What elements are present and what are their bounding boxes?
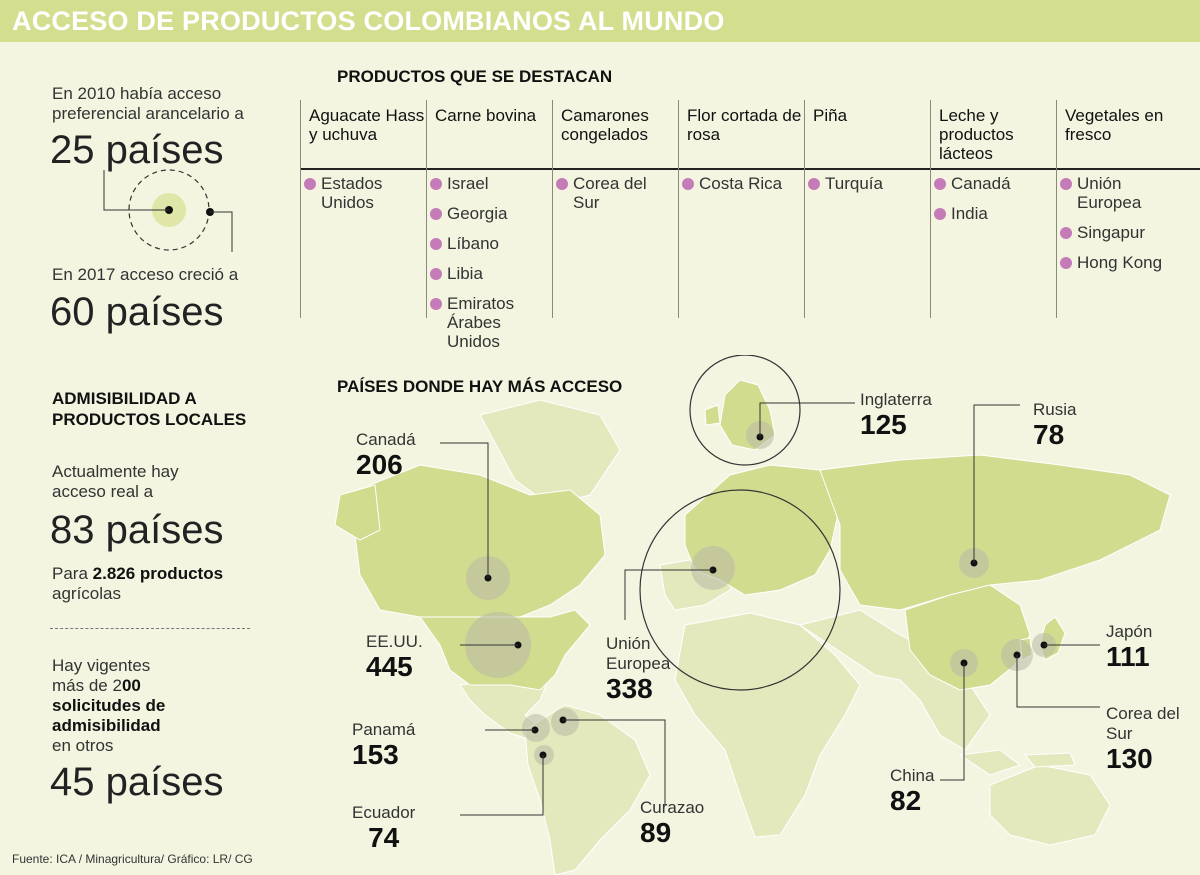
label-curazao: Curazao 89 bbox=[640, 798, 705, 848]
label-eu: Unión Europea 338 bbox=[606, 634, 671, 704]
product-country: Corea del Sur bbox=[556, 174, 673, 212]
product-country: Canadá bbox=[934, 174, 1051, 193]
vigentes-text: Hay vigentes más de 200 solicitudes de a… bbox=[52, 656, 166, 755]
product-name: Leche y productos lácteos bbox=[939, 106, 1014, 163]
label-usa: EE.UU. 445 bbox=[366, 632, 423, 682]
product-country: Hong Kong bbox=[1060, 253, 1177, 272]
label-canada: Canadá 206 bbox=[356, 430, 416, 480]
country-dot-icon bbox=[430, 268, 442, 280]
productos-count: 2.826 productos bbox=[92, 564, 224, 583]
products-header-line bbox=[300, 168, 1200, 170]
leader-curazao bbox=[563, 719, 666, 805]
south-america-shape bbox=[524, 704, 651, 875]
products-title: PRODUCTOS QUE SE DESTACAN bbox=[337, 67, 613, 86]
text-2017: En 2017 acceso creció a bbox=[52, 265, 239, 284]
leader-china bbox=[940, 663, 965, 781]
australia-shape bbox=[989, 764, 1111, 846]
product-column: Flor cortada de rosa Costa Rica bbox=[678, 100, 804, 318]
text-2010: En 2010 había acceso preferencial arance… bbox=[52, 84, 244, 123]
number-2017: 60 países bbox=[50, 290, 224, 334]
eu-zoom-circle bbox=[639, 489, 841, 691]
product-country: Libia bbox=[430, 264, 547, 283]
product-column: Leche y productos lácteos Canadá India bbox=[930, 100, 1056, 318]
country-dot-icon bbox=[430, 298, 442, 310]
country-dot-icon bbox=[808, 178, 820, 190]
product-country: Turquía bbox=[808, 174, 925, 193]
growth-circles-diagram bbox=[103, 169, 233, 252]
country-dot-icon bbox=[430, 238, 442, 250]
label-corea: Corea del Sur 130 bbox=[1106, 704, 1180, 774]
country-dot-icon bbox=[430, 178, 442, 190]
label-japon: Japón 111 bbox=[1106, 622, 1153, 672]
country-dot-icon bbox=[934, 208, 946, 220]
product-column: Piña Turquía bbox=[804, 100, 930, 318]
page-title: ACCESO DE PRODUCTOS COLOMBIANOS AL MUNDO bbox=[12, 6, 725, 36]
product-name: Camarones congelados bbox=[561, 106, 649, 144]
label-rusia: Rusia 78 bbox=[1033, 400, 1077, 450]
divider bbox=[50, 628, 250, 629]
leader-ecuador bbox=[460, 755, 544, 816]
product-country: Emiratos Árabes Unidos bbox=[430, 294, 547, 351]
actual-number: 83 países bbox=[50, 508, 224, 552]
product-country: Singapur bbox=[1060, 223, 1177, 242]
country-dot-icon bbox=[304, 178, 316, 190]
actual-text: Actualmente hay acceso real a bbox=[52, 462, 179, 501]
canada-shape bbox=[354, 464, 606, 618]
product-name: Vegetales en fresco bbox=[1065, 106, 1164, 144]
leader-uk bbox=[759, 402, 855, 437]
header-bar: ACCESO DE PRODUCTOS COLOMBIANOS AL MUNDO bbox=[0, 0, 1200, 42]
world-map bbox=[334, 355, 1171, 875]
label-panama: Panamá 153 bbox=[352, 720, 416, 770]
leader-eu bbox=[624, 569, 713, 620]
country-dot-icon bbox=[1060, 257, 1072, 269]
product-country: India bbox=[934, 204, 1051, 223]
label-ecuador: Ecuador 74 bbox=[352, 803, 416, 853]
russia-shape bbox=[819, 454, 1171, 611]
country-dot-icon bbox=[430, 208, 442, 220]
admisibilidad-title: ADMISIBILIDAD A PRODUCTOS LOCALES bbox=[52, 389, 247, 429]
product-column: Carne bovina Israel Georgia Líbano Libia Emir… bbox=[426, 100, 552, 351]
product-country: Georgia bbox=[430, 204, 547, 223]
map-title: PAÍSES DONDE HAY MÁS ACCESO bbox=[337, 377, 623, 396]
product-name: Carne bovina bbox=[435, 106, 537, 125]
greenland-shape bbox=[479, 399, 621, 506]
alaska-shape bbox=[334, 484, 381, 541]
product-country: Líbano bbox=[430, 234, 547, 253]
leader-russia bbox=[973, 404, 1020, 563]
indonesia-shape bbox=[958, 749, 1076, 776]
label-inglaterra: Inglaterra 125 bbox=[860, 390, 932, 440]
africa-shape bbox=[674, 612, 861, 838]
country-dot-icon bbox=[1060, 227, 1072, 239]
ireland-shape bbox=[704, 404, 721, 426]
leader-korea bbox=[1016, 655, 1100, 708]
product-name: Flor cortada de rosa bbox=[687, 106, 802, 144]
country-dot-icon bbox=[934, 178, 946, 190]
leader-2010 bbox=[103, 170, 169, 211]
product-name: Piña bbox=[813, 106, 848, 125]
product-column: Vegetales en fresco Unión Europea Singapur… bbox=[1056, 100, 1182, 318]
product-country: Israel bbox=[430, 174, 547, 193]
country-dot-icon bbox=[682, 178, 694, 190]
number-2010: 25 países bbox=[50, 128, 224, 172]
vigentes-number: 45 países bbox=[50, 760, 224, 804]
source-note: Fuente: ICA / Minagricultura/ Gráfico: L… bbox=[12, 852, 253, 866]
product-country: Estados Unidos bbox=[304, 174, 411, 212]
product-column: Camarones congelados Corea del Sur bbox=[552, 100, 678, 318]
product-country: Costa Rica bbox=[682, 174, 799, 193]
country-dot-icon bbox=[556, 178, 568, 190]
south-asia-shape bbox=[798, 609, 991, 751]
product-name: Aguacate Hass y uchuva bbox=[309, 106, 425, 144]
productos-note: Para 2.826 productos agrícolas bbox=[52, 564, 224, 603]
product-column: Aguacate Hass y uchuva Estados Unidos bbox=[300, 100, 426, 318]
product-country: Unión Europea bbox=[1060, 174, 1177, 212]
label-china: China 82 bbox=[890, 766, 935, 816]
country-dot-icon bbox=[1060, 178, 1072, 190]
leader-2017 bbox=[210, 211, 233, 252]
products-table: Aguacate Hass y uchuva Estados Unidos Carn… bbox=[300, 100, 1200, 360]
leader-canada bbox=[440, 442, 489, 578]
